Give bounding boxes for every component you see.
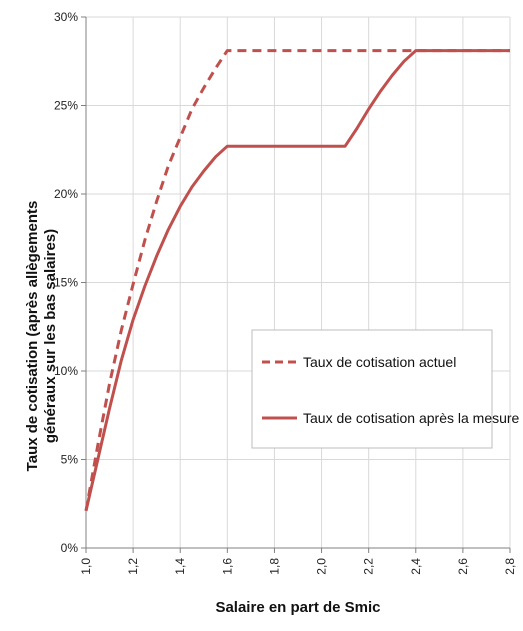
grid-layer [86,16,511,548]
ticks-layer: 1,0 1,2 1,4 1,6 1,8 2,0 2,2 2,4 2,6 2,8 0% 5% 10% 15%… [54,10,517,575]
legend-label-apres: Taux de cotisation après la mesure [303,410,520,426]
series-line-apres [84,49,510,512]
x-tick-label: 1,4 [173,558,187,575]
y-tick-label: 30% [54,10,78,24]
y-tick-label: 10% [54,364,78,378]
y-axis-title: Taux de cotisation (après allègements gé… [24,201,59,472]
series-layer [84,49,510,512]
y-axis-title-line1: Taux de cotisation (après allègements [24,201,41,472]
x-tick-label: 1,2 [126,558,140,575]
legend: Taux de cotisation actuel Taux de cotisa… [251,329,520,449]
x-tick-label: 2,6 [456,558,470,575]
x-tick-label: 1,8 [267,558,281,575]
x-tick-label: 1,0 [79,558,93,575]
x-tick-label: 2,4 [409,558,423,575]
y-tick-label: 25% [54,99,78,113]
series-line-actuel [84,49,510,512]
x-tick-label: 2,2 [362,558,376,575]
legend-label-actuel: Taux de cotisation actuel [303,354,456,370]
y-tick-label: 5% [61,453,79,467]
x-tick-label: 2,0 [315,558,329,575]
x-tick-label: 1,6 [220,558,234,575]
y-tick-label: 20% [54,187,78,201]
legend-box [251,329,493,449]
y-tick-label: 15% [54,276,78,290]
x-axis-title: Salaire en part de Smic [215,599,380,616]
x-tick-label: 2,8 [503,558,517,575]
y-tick-label: 0% [61,541,79,555]
y-axis-title-line2: généraux sur les bas salaires) [42,229,59,443]
